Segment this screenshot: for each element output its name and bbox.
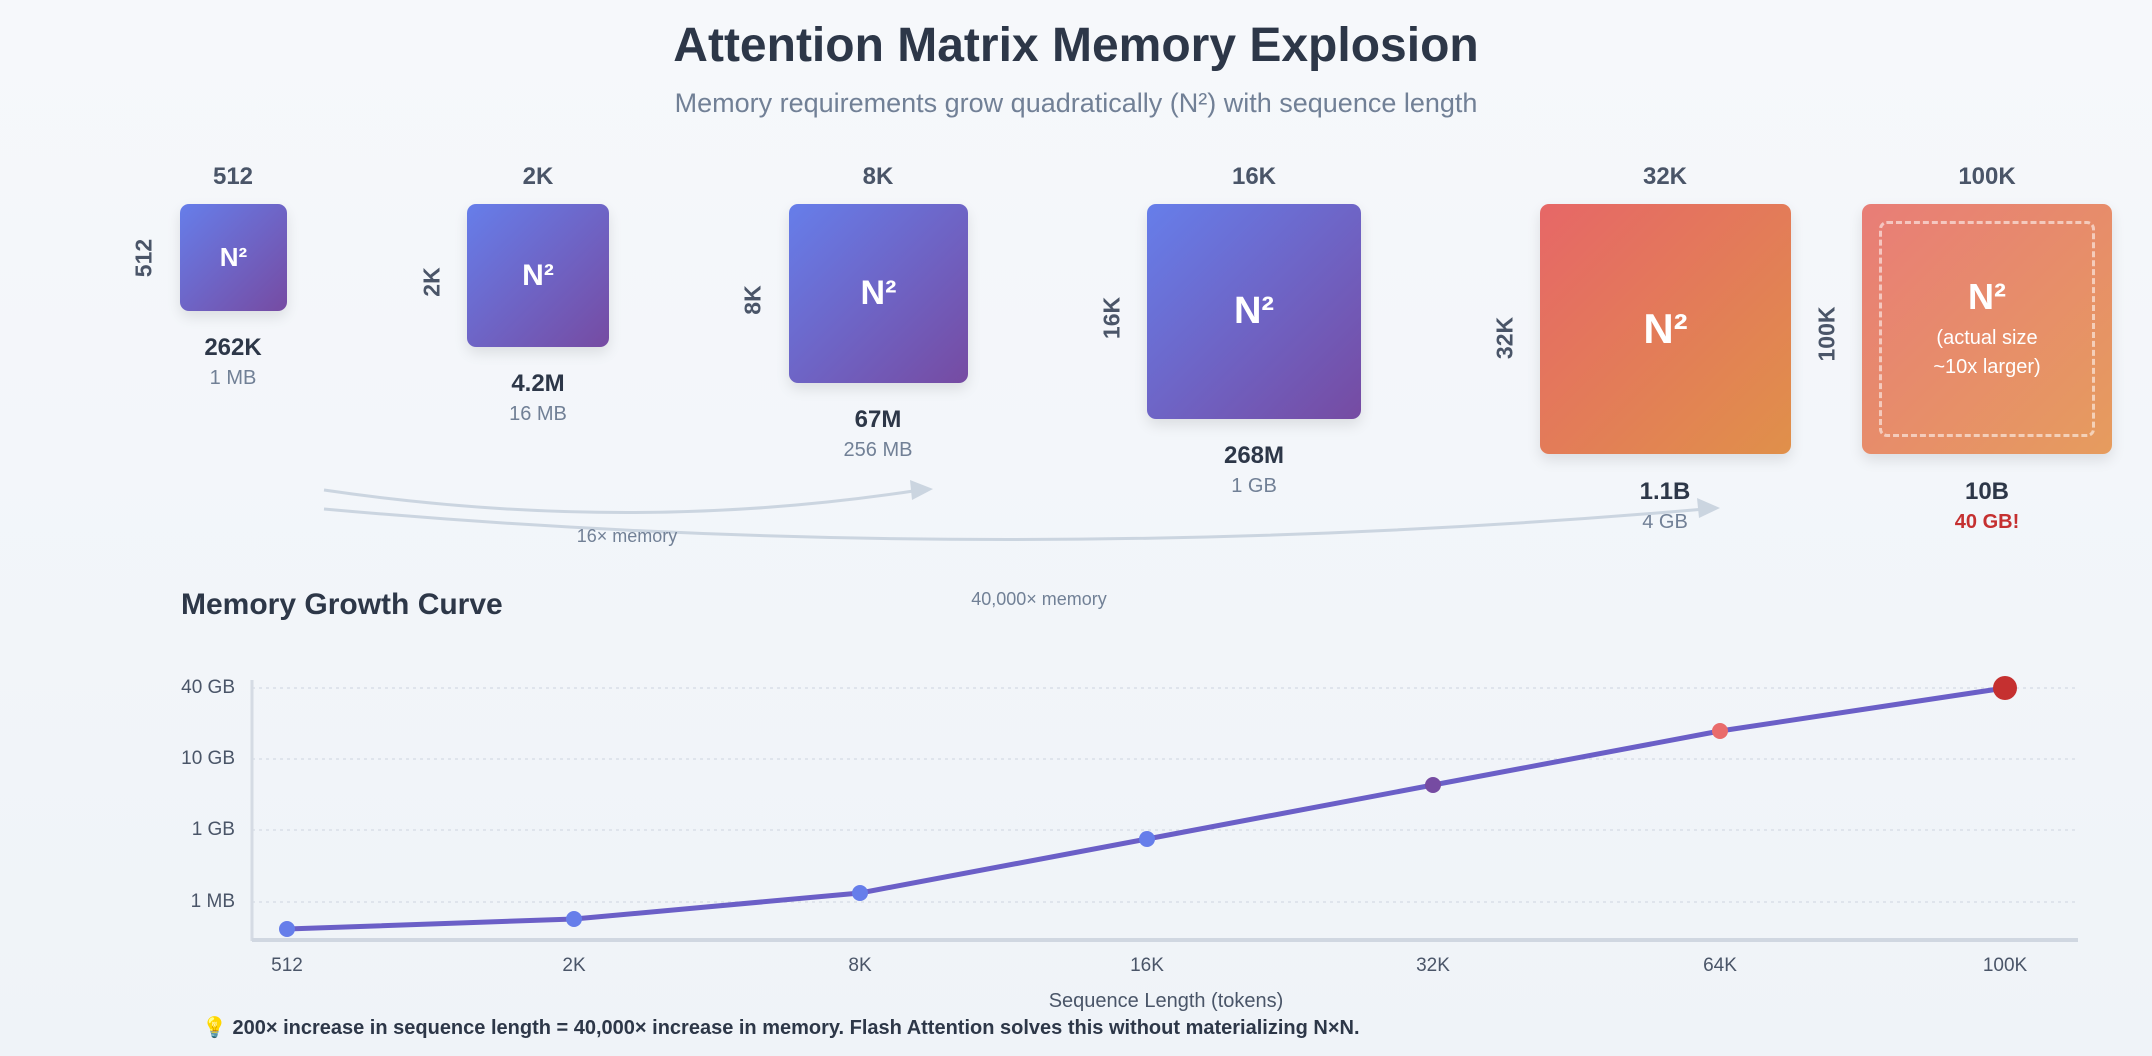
matrix-memory: 4 GB xyxy=(1642,511,1688,533)
lightbulb-icon: 💡 xyxy=(202,1017,227,1039)
x-axis-label: Sequence Length (tokens) xyxy=(1048,990,1284,1012)
page-title: Attention Matrix Memory Explosion xyxy=(673,19,1479,72)
matrix-box: N² xyxy=(1147,204,1361,419)
y-tick-label: 1 GB xyxy=(191,819,235,840)
matrix-box: N² xyxy=(467,204,609,347)
x-tick-label: 100K xyxy=(1982,955,2028,976)
matrix-memory: 1 MB xyxy=(209,367,257,389)
footnote: 💡 200× increase in sequence length = 40,… xyxy=(202,1015,1360,1040)
matrix-top-label: 512 xyxy=(212,163,254,190)
actual-size-dashed-outline xyxy=(1879,221,2095,437)
arrow-40000x xyxy=(323,507,1706,541)
matrix-box: N² xyxy=(1540,204,1791,454)
note-line: ~10x larger) xyxy=(1933,356,2041,378)
data-point xyxy=(1712,723,1728,739)
matrix-elements: 1.1B xyxy=(1639,478,1691,505)
matrix-elements: 268M xyxy=(1223,442,1285,469)
x-tick-label: 8K xyxy=(848,955,872,976)
matrix-box: N² (actual size ~10x larger) xyxy=(1862,204,2112,454)
y-tick-label: 40 GB xyxy=(181,677,235,698)
matrix-elements: 67M xyxy=(854,406,902,433)
data-point xyxy=(1425,777,1441,793)
matrix-symbol: N² xyxy=(1968,276,2006,317)
matrix-top-label: 16K xyxy=(1231,163,1277,190)
x-tick-label: 2K xyxy=(562,955,586,976)
matrix-symbol: N² xyxy=(1643,305,1688,352)
page-subtitle: Memory requirements grow quadratically (… xyxy=(674,88,1478,118)
data-point xyxy=(566,911,582,927)
matrix-elements: 4.2M xyxy=(511,370,565,397)
matrix-elements: 10B xyxy=(1964,478,2010,505)
data-point xyxy=(852,885,868,901)
x-tick-label: 16K xyxy=(1130,955,1164,976)
matrix-note: (actual size ~10x larger) xyxy=(1933,324,2040,382)
matrix-top-label: 32K xyxy=(1642,163,1688,190)
footnote-text: 200× increase in sequence length = 40,00… xyxy=(232,1017,1360,1039)
matrix-top-label: 100K xyxy=(1958,163,2016,190)
note-line: (actual size xyxy=(1936,327,2038,349)
arrowhead-icon xyxy=(1697,498,1720,518)
x-tick-label: 512 xyxy=(271,955,303,976)
data-point xyxy=(1993,676,2017,700)
chart-title: Memory Growth Curve xyxy=(181,588,503,621)
arrow-label: 40,000× memory xyxy=(971,589,1107,609)
arrow-16x xyxy=(323,488,921,514)
matrix-box: N² xyxy=(789,204,968,383)
x-tick-label: 64K xyxy=(1703,955,1737,976)
matrix-memory: 40 GB! xyxy=(1954,511,2020,533)
arrowhead-icon xyxy=(910,480,933,500)
matrix-elements: 262K xyxy=(204,334,262,361)
matrix-symbol: N² xyxy=(522,258,554,292)
data-point xyxy=(1139,831,1155,847)
matrix-box: N² xyxy=(180,204,287,311)
matrix-top-label: 2K xyxy=(522,163,554,190)
x-tick-label: 32K xyxy=(1416,955,1450,976)
arrow-label: 16× memory xyxy=(576,526,678,546)
matrix-symbol: N² xyxy=(219,242,248,272)
matrix-symbol: N² xyxy=(860,274,897,312)
matrix-memory: 16 MB xyxy=(509,403,567,425)
matrix-symbol: N² xyxy=(1233,290,1275,332)
y-tick-label: 10 GB xyxy=(181,748,235,769)
matrix-top-label: 8K xyxy=(862,163,894,190)
y-tick-label: 1 MB xyxy=(190,891,235,912)
matrix-memory: 256 MB xyxy=(843,439,913,461)
data-point xyxy=(279,921,295,937)
series-line xyxy=(286,685,2006,932)
matrix-memory: 1 GB xyxy=(1231,475,1277,497)
